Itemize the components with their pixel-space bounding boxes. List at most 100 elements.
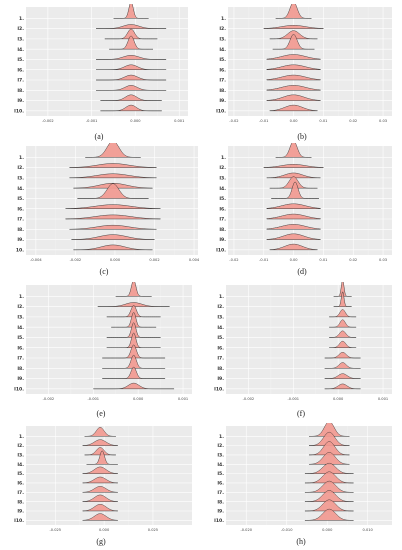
- x-tick-label: 0.000: [110, 258, 121, 262]
- panel-d: 1. I2. I3. I4. I5. I6. I7. I8. I9. I10. -0.02 -0.01…: [208, 143, 396, 281]
- caption-h: (h): [296, 537, 306, 546]
- x-tick-label: -0.02: [229, 119, 238, 123]
- y-tick-label: I6.: [17, 206, 24, 212]
- x-tick-label: 0.001: [174, 119, 184, 123]
- x-tick-label: 0.004: [189, 258, 200, 262]
- density-ridge: [97, 302, 170, 307]
- y-tick-label: I3.: [219, 36, 226, 42]
- density-ridge: [96, 64, 167, 70]
- y-tick-label: I6.: [217, 345, 224, 351]
- density-ridge: [333, 282, 352, 297]
- x-tick-label: 0.000: [333, 397, 344, 401]
- x-tick-label: -0.002: [42, 119, 54, 123]
- y-tick-label: 1.: [19, 155, 24, 161]
- y-tick-label: I7.: [217, 490, 224, 496]
- y-tick-label: I9.: [217, 376, 224, 382]
- density-ridge: [304, 508, 354, 521]
- ridgeline-chart-b: 1. I2. I3. I4. I5. I6. I7. I8. I9. I10. -0.02 -0.01…: [216, 4, 392, 123]
- density-ridge: [269, 176, 318, 189]
- density-ridge: [266, 74, 321, 81]
- y-tick-label: I4.: [17, 325, 24, 331]
- y-tick-label: I9.: [17, 509, 24, 515]
- caption-d: (d): [297, 267, 307, 276]
- y-tick-label: I2.: [217, 443, 224, 449]
- y-tick-label: I5.: [17, 471, 24, 477]
- y-tick-label: I7.: [219, 78, 226, 84]
- y-tick-label: I5.: [17, 57, 24, 63]
- y-tick-label: I7.: [17, 356, 24, 362]
- y-tick-label: I2.: [219, 165, 226, 171]
- y-tick-label: 1.: [221, 16, 226, 22]
- y-tick-label: I3.: [217, 453, 224, 459]
- density-ridge: [65, 214, 161, 220]
- caption-f: (f): [297, 409, 305, 418]
- caption-a: (a): [94, 132, 104, 141]
- density-ridge: [324, 362, 361, 369]
- x-tick-label: -0.01: [259, 258, 268, 262]
- panel-f: 1. I2. I3. I4. I5. I6. I7. I8. I9. I10. -0.002 -0.0…: [206, 282, 396, 422]
- density-ridge: [324, 352, 361, 359]
- density-ridge: [86, 450, 118, 465]
- density-ridge: [69, 173, 157, 179]
- density-ridge: [82, 513, 119, 521]
- y-tick-label: I5.: [219, 57, 226, 63]
- plot-background: [26, 7, 188, 116]
- y-tick-label: I10.: [216, 247, 226, 253]
- density-ridge: [309, 423, 350, 437]
- panel-e: 1. I2. I3. I4. I5. I6. I7. I8. I9. I10. -0.002 -0.0…: [6, 282, 196, 422]
- y-tick-label: I9.: [17, 237, 24, 243]
- x-tick-label: 0.01: [319, 119, 327, 123]
- density-ridge: [308, 452, 350, 465]
- x-tick-label: -0.020: [240, 528, 252, 532]
- x-tick-label: 0.02: [349, 119, 357, 123]
- density-ridge: [333, 291, 352, 307]
- density-ridge: [71, 234, 155, 240]
- y-tick-label: I8.: [17, 499, 24, 505]
- density-ridge: [100, 104, 162, 112]
- ridgeline-chart-d: 1. I2. I3. I4. I5. I6. I7. I8. I9. I10. -0.02 -0.01…: [216, 143, 392, 262]
- x-tick-label: 0.02: [349, 258, 357, 262]
- y-tick-label: I2.: [17, 26, 24, 32]
- density-ridge: [102, 344, 166, 359]
- y-tick-label: I3.: [17, 314, 24, 320]
- density-ridge: [96, 74, 167, 81]
- density-ridge: [84, 447, 116, 456]
- density-ridge: [275, 4, 312, 19]
- y-tick-label: I8.: [219, 88, 226, 94]
- y-tick-label: I5.: [17, 196, 24, 202]
- density-ridge: [93, 382, 175, 390]
- y-tick-label: I10.: [14, 108, 24, 114]
- x-tick-label: 0.001: [378, 397, 388, 401]
- y-tick-label: I8.: [219, 227, 226, 233]
- density-ridge: [73, 244, 153, 251]
- density-ridge: [269, 243, 318, 251]
- density-ridge: [115, 282, 152, 297]
- x-tick-label: 0.002: [149, 258, 159, 262]
- x-tick-label: -0.004: [30, 258, 42, 262]
- x-tick-label: 0.00: [290, 119, 299, 123]
- y-tick-label: I5.: [17, 335, 24, 341]
- y-tick-label: I2.: [17, 443, 24, 449]
- density-ridge: [106, 332, 161, 348]
- panel-a: 1. I2. I3. I4. I5. I6. I7. I8. I9. I10. -0.002 -0.0…: [6, 4, 192, 142]
- density-ridge: [69, 224, 157, 230]
- caption-c: (c): [99, 267, 109, 276]
- y-tick-label: I4.: [217, 325, 224, 331]
- density-ridge: [96, 24, 167, 29]
- x-tick-label: 0.000: [322, 528, 333, 532]
- density-ridge: [269, 104, 318, 112]
- y-tick-label: I8.: [17, 227, 24, 233]
- panel-g: 1. I2. I3. I4. I5. I6. I7. I8. I9. I10. -0.025 0.00…: [6, 423, 196, 549]
- y-tick-label: I4.: [17, 186, 24, 192]
- x-tick-label: -0.002: [43, 397, 55, 401]
- y-tick-label: I6.: [219, 206, 226, 212]
- y-tick-label: 1.: [19, 16, 24, 22]
- y-tick-label: I9.: [17, 376, 24, 382]
- y-tick-label: I7.: [17, 217, 24, 223]
- x-tick-label: 0.010: [363, 528, 374, 532]
- y-tick-label: I4.: [219, 186, 226, 192]
- density-ridge: [271, 181, 319, 199]
- panel-c: 1. I2. I3. I4. I5. I6. I7. I8. I9. 10. -0.004 -0.00…: [6, 143, 202, 281]
- density-ridge: [275, 143, 312, 158]
- y-tick-label: I10.: [214, 386, 224, 392]
